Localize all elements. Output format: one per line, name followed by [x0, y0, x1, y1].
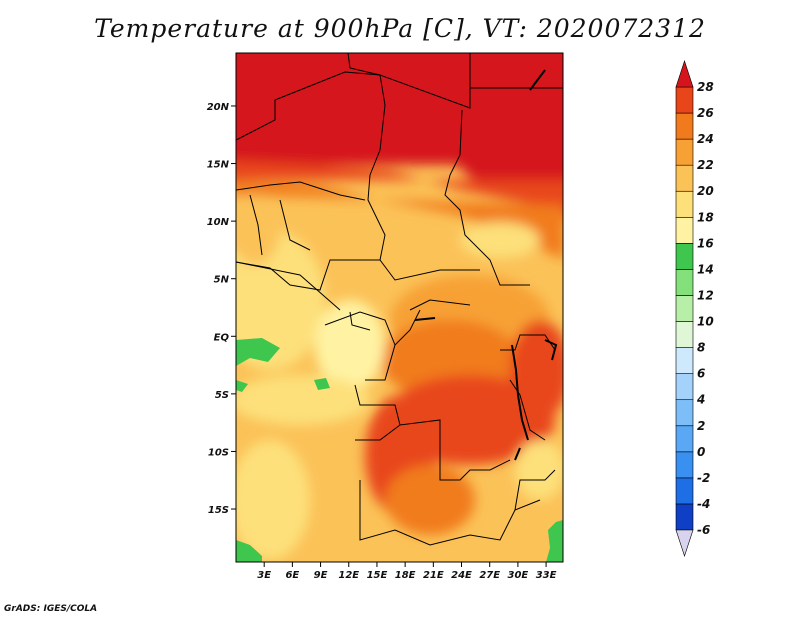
lon-tick-label: 24E — [451, 570, 472, 581]
colorbar-label: 16 — [697, 236, 714, 250]
colorbar-label: 0 — [697, 445, 705, 459]
colorbar-label: 24 — [697, 132, 714, 146]
colorbar-segment — [675, 477, 694, 505]
colorbar-segment — [675, 112, 694, 140]
lon-tick-label: 30E — [508, 570, 529, 581]
grads-credit: GrADS: IGES/COLA — [4, 604, 98, 614]
colorbar-label: 28 — [697, 80, 714, 94]
colorbar-segment — [675, 451, 694, 479]
colorbar-label: 26 — [697, 106, 714, 120]
lon-tick-label: 15E — [367, 570, 388, 581]
colorbar-segment — [675, 269, 694, 296]
colorbar-segment — [675, 138, 694, 166]
lon-tick-label: 33E — [536, 570, 557, 581]
colorbar-over-arrow — [675, 60, 694, 88]
colorbar-label: 6 — [697, 367, 705, 381]
lat-tick-label: 20N — [207, 102, 230, 113]
colorbar-segment — [675, 321, 694, 348]
lon-tick-label: 3E — [257, 570, 271, 581]
colorbar-segment — [675, 373, 694, 401]
colorbar-segment — [675, 503, 694, 531]
colorbar-segment — [675, 243, 694, 270]
lat-tick-label: 10N — [207, 217, 230, 228]
lat-tick-label: 5N — [214, 275, 230, 286]
colorbar-label: -4 — [697, 497, 710, 511]
lat-tick-label: 5S — [215, 390, 229, 401]
colorbar-label: 2 — [697, 419, 705, 433]
colorbar-segment — [675, 86, 694, 114]
colorbar-segment — [675, 190, 694, 218]
colorbar-segment — [675, 216, 694, 244]
colorbar-segment — [675, 347, 694, 374]
colorbar-label: 20 — [697, 184, 714, 198]
lon-tick-label: 12E — [338, 570, 359, 581]
colorbar-label: 18 — [697, 210, 714, 224]
colorbar-segment — [675, 295, 694, 322]
colorbar-label: 10 — [697, 315, 714, 329]
lon-tick-label: 6E — [285, 570, 299, 581]
colorbar-label: 4 — [696, 393, 705, 407]
lon-tick-label: 21E — [423, 570, 444, 581]
colorbar-segment — [675, 164, 694, 192]
lon-tick-label: 9E — [314, 570, 328, 581]
colorbar-label: -6 — [697, 523, 710, 537]
colorbar-label: 8 — [697, 341, 705, 355]
chart-title: Temperature at 900hPa [C], VT: 202007231… — [94, 14, 706, 43]
lon-tick-label: 18E — [395, 570, 416, 581]
colorbar-under-arrow — [675, 529, 694, 557]
colorbar-label: 12 — [697, 288, 714, 302]
lat-tick-label: 15N — [207, 160, 230, 171]
colorbar-label: 22 — [697, 158, 714, 172]
lat-tick-label: 15S — [208, 505, 229, 516]
colorbar-segment — [675, 425, 694, 453]
lon-tick-label: 27E — [479, 570, 500, 581]
colorbar-label: -2 — [697, 471, 710, 485]
lat-tick-label: EQ — [214, 332, 230, 343]
longitude-axis: 3E 6E 9E 12E 15E 18E 21E 24E 27E 30E 33E — [257, 562, 557, 581]
temperature-field — [236, 53, 563, 562]
map-frame — [235, 52, 564, 563]
colorbar-segment — [675, 399, 694, 427]
latitude-axis: 20N 15N 10N 5N EQ 5S 10S 15S — [207, 102, 236, 516]
colorbar-label: 14 — [697, 262, 714, 276]
lat-tick-label: 10S — [208, 447, 229, 458]
